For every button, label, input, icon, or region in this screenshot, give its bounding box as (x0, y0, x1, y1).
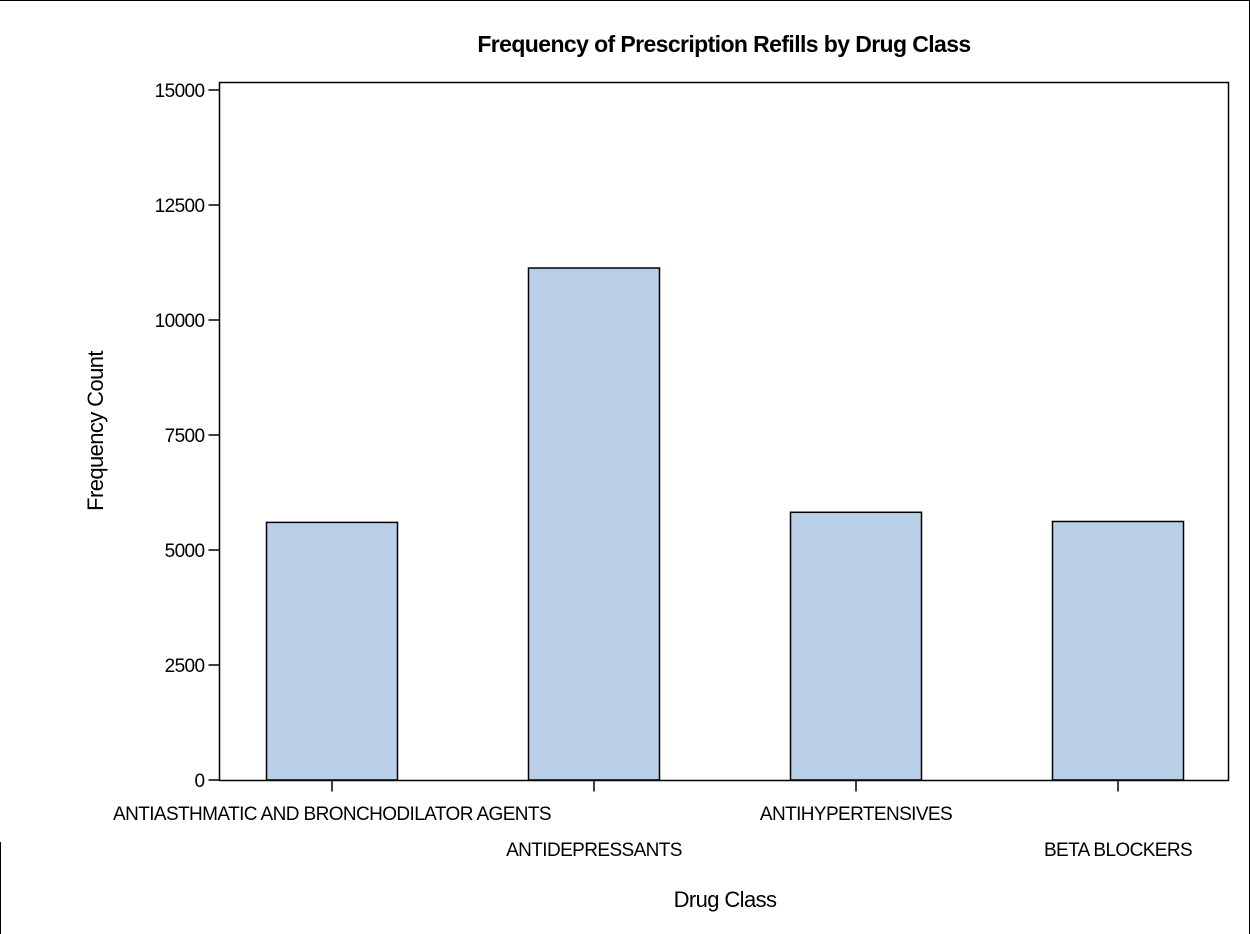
y-tick-label: 0 (195, 771, 205, 792)
y-tick-label: 7500 (165, 426, 205, 447)
bar (265, 521, 399, 781)
y-axis: 0 2500 5000 7500 10000 12500 15000 (155, 81, 220, 792)
x-category-label: ANTIDEPRESSANTS (506, 840, 682, 861)
bar (527, 267, 661, 781)
bar (1051, 520, 1185, 781)
y-tick-label: 5000 (165, 541, 205, 562)
bar (789, 511, 923, 781)
y-tick-label: 15000 (155, 81, 205, 102)
chart-title: Frequency of Prescription Refills by Dru… (477, 31, 970, 57)
bars-group (265, 267, 1185, 781)
plot-area (218, 81, 1230, 782)
x-axis: ANTIASTHMATIC AND BRONCHODILATOR AGENTS A… (113, 780, 1193, 861)
x-category-label: ANTIASTHMATIC AND BRONCHODILATOR AGENTS (113, 804, 551, 825)
y-tick-label: 12500 (155, 196, 205, 217)
y-axis-title: Frequency Count (83, 351, 108, 511)
y-tick-label: 10000 (155, 311, 205, 332)
y-tick-label: 2500 (165, 656, 205, 677)
x-category-label: ANTIHYPERTENSIVES (760, 804, 952, 825)
x-axis-title: Drug Class (674, 887, 777, 912)
x-category-label: BETA BLOCKERS (1044, 840, 1192, 861)
